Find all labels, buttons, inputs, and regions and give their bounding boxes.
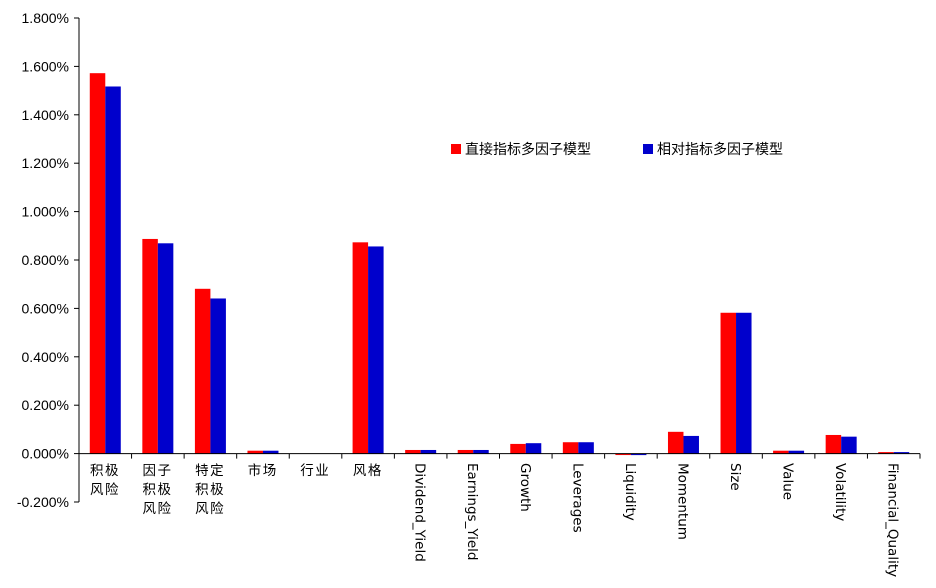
- bar-relative-6: [420, 449, 437, 454]
- bar-direct-13: [773, 450, 789, 454]
- x-category-label: Growth: [517, 463, 533, 512]
- y-tick-label: 0.400%: [22, 349, 69, 365]
- x-category-char: 极: [210, 482, 224, 498]
- x-category-label: Liquidity: [622, 463, 638, 521]
- x-category-char: 格: [368, 463, 382, 479]
- legend-swatch-1: [451, 144, 461, 154]
- y-tick-label: 0.000%: [22, 446, 69, 462]
- y-tick-label: 1.400%: [22, 107, 69, 123]
- legend-label-1: 直接指标多因子模型: [465, 141, 591, 158]
- y-tick-label: 0.200%: [22, 397, 69, 413]
- legend: 直接指标多因子模型 相对指标多因子模型: [451, 141, 783, 158]
- x-category-label: 因子积 极风险: [143, 463, 172, 517]
- x-category-char: 市: [248, 462, 262, 479]
- bar-relative-15: [893, 452, 910, 454]
- x-axis-labels: 积极风 险因 子积 极风 险特 定积 极风 险市场行业风格 Dividend_Yield Earn…: [90, 462, 901, 577]
- bar-relative-2: [210, 298, 226, 454]
- bar-relative-13: [788, 450, 805, 454]
- bar-relative-7: [473, 449, 489, 454]
- bar-direct-9: [562, 442, 579, 454]
- x-category-char: 子: [158, 463, 172, 479]
- bar-relative-12: [736, 312, 752, 454]
- bar-direct-1: [142, 238, 158, 454]
- bar-direct-3: [247, 450, 263, 454]
- x-category-label: 积极风险: [90, 463, 119, 498]
- bar-direct-15: [878, 452, 894, 454]
- x-category-label: Leverages: [569, 463, 585, 533]
- bar-relative-8: [525, 443, 542, 454]
- x-category-label: Value: [780, 463, 796, 500]
- x-category-char: 极: [105, 463, 119, 479]
- x-category-char: 定: [210, 463, 224, 479]
- x-category-label: Volatility: [832, 463, 848, 521]
- bar-relative-3: [262, 450, 279, 454]
- x-category-char: 险: [210, 501, 224, 517]
- x-category-char: 风: [353, 463, 367, 479]
- x-category-char: 积: [143, 482, 157, 498]
- y-tick-label: 1.600%: [22, 58, 69, 74]
- x-category-char: 场: [263, 463, 277, 479]
- y-tick-label: 1.000%: [22, 204, 69, 220]
- x-category-label: 行业: [300, 463, 329, 479]
- bar-direct-0: [89, 73, 106, 454]
- x-category-char: 行: [300, 463, 314, 479]
- x-category-label: Size: [727, 463, 743, 491]
- y-tick-label: 0.600%: [22, 300, 69, 316]
- x-category-label: 风格: [353, 463, 382, 479]
- x-category-label: Momentum: [674, 463, 690, 540]
- y-tick-label: 1.200%: [22, 155, 69, 171]
- bar-direct-11: [667, 431, 684, 454]
- y-tick-label: 1.800%: [22, 10, 69, 26]
- x-category-label: 特定积 极风险: [195, 463, 224, 517]
- x-category-char: 风: [195, 501, 209, 517]
- bar-relative-11: [683, 435, 699, 454]
- bar-direct-14: [825, 434, 842, 454]
- x-category-label: 市场: [248, 462, 277, 479]
- y-tick-label: -0.200%: [17, 494, 69, 510]
- bar-relative-0: [105, 86, 121, 454]
- x-category-char: 险: [105, 482, 119, 498]
- bar-direct-2: [194, 288, 211, 454]
- legend-swatch-2: [643, 144, 653, 154]
- x-category-char: 风: [143, 501, 157, 517]
- bar-direct-10: [615, 453, 631, 456]
- x-category-label: Financial_Quality: [885, 463, 901, 577]
- x-category-label: Earnings_Yield: [464, 463, 480, 560]
- bar-relative-10: [630, 453, 647, 456]
- bars-layer: [89, 73, 910, 456]
- y-tick-label: 0.800%: [22, 252, 69, 268]
- x-category-char: 极: [158, 482, 172, 498]
- bar-relative-9: [578, 442, 594, 454]
- bar-relative-5: [368, 246, 384, 454]
- bar-direct-5: [352, 242, 369, 454]
- x-category-char: 因: [143, 463, 157, 479]
- x-category-char: 特: [195, 463, 209, 479]
- x-category-char: 险: [158, 501, 172, 517]
- legend-label-2: 相对指标多因子模型: [657, 141, 783, 158]
- bar-relative-14: [841, 436, 857, 454]
- x-category-char: 风: [90, 482, 104, 498]
- bar-direct-6: [405, 449, 421, 454]
- bar-direct-7: [457, 449, 474, 454]
- y-axis-ticks: -0.200% 0.000% 0.200% 0.400% 0.600% 0.800% 1.0…: [17, 10, 79, 510]
- x-category-label: Dividend_Yield: [412, 463, 428, 562]
- x-category-char: 积: [195, 482, 209, 498]
- bar-direct-12: [720, 312, 737, 454]
- x-category-char: 积: [90, 463, 104, 479]
- x-category-char: 业: [315, 463, 329, 479]
- bar-direct-8: [510, 443, 526, 454]
- bar-relative-1: [157, 243, 174, 454]
